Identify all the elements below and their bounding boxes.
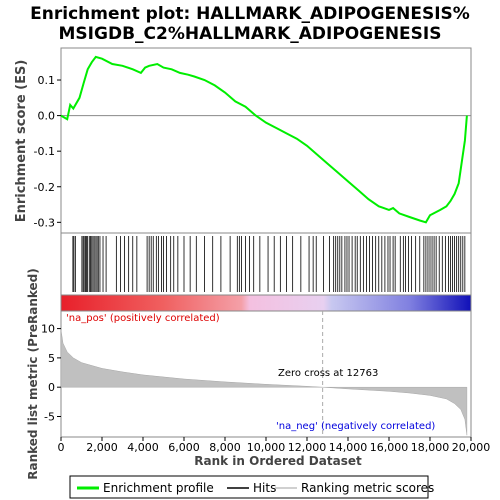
legend-enrichment-label: Enrichment profile xyxy=(103,481,214,495)
rank-x-axis-label: Rank in Ordered Dataset xyxy=(194,454,362,468)
chart-title-line2: MSIGDB_C2%HALLMARK_ADIPOGENESIS xyxy=(59,24,442,44)
rank-x-tick-label: 2,000 xyxy=(86,441,118,454)
pos-correlated-label: 'na_pos' (positively correlated) xyxy=(66,313,220,324)
es-y-tick-label: 0.0 xyxy=(38,110,56,123)
es-y-tick-label: 0.1 xyxy=(38,74,56,87)
rank-x-tick-label: 8,000 xyxy=(209,441,241,454)
es-y-axis-label: Enrichment score (ES) xyxy=(14,60,29,223)
rank-x-ticks: 0 2,000 4,000 6,000 8,000 10,000 12,000 14,000 1… xyxy=(58,437,491,454)
hit-lines xyxy=(72,236,466,292)
legend-box xyxy=(69,475,429,499)
rank-y-axis-label: Ranked list metric (PreRanked) xyxy=(26,268,40,480)
rank-y-ticks: -5 0 5 10 xyxy=(41,323,61,423)
enrichment-profile-line xyxy=(60,55,468,224)
es-y-tick-label: -0.1 xyxy=(34,145,55,158)
es-y-ticks: -0.3 -0.2 -0.1 0.0 0.1 xyxy=(34,74,61,229)
legend-ranking-label: Ranking metric scores xyxy=(301,481,434,495)
hits-panel-frame xyxy=(60,232,472,296)
es-panel-frame xyxy=(60,47,472,234)
es-panel: -0.3 -0.2 -0.1 0.0 0.1 Enrichment score (ES) xyxy=(14,47,472,234)
rank-x-tick-label: 20,000 xyxy=(452,441,491,454)
chart-title-line1: Enrichment plot: HALLMARK_ADIPOGENESIS% xyxy=(30,4,470,24)
rank-x-tick-label: 6,000 xyxy=(168,441,200,454)
rank-y-tick-label: 10 xyxy=(41,323,55,336)
rank-y-tick-label: 5 xyxy=(48,352,55,365)
rank-x-tick-label: 14,000 xyxy=(329,441,368,454)
rank-x-tick-label: 16,000 xyxy=(370,441,409,454)
rank-x-tick-label: 4,000 xyxy=(127,441,159,454)
legend-hits-label: Hits xyxy=(253,481,276,495)
hits-panel xyxy=(60,232,472,296)
rank-metric-panel: -5 0 5 10 0 2,000 4,000 6,000 8,000 10,000 12,000… xyxy=(26,268,490,480)
zero-cross-annotation: Zero cross at 12763 xyxy=(278,368,378,379)
rank-x-tick-label: 10,000 xyxy=(247,441,286,454)
rank-y-tick-label: 0 xyxy=(48,381,55,394)
legend: Enrichment profile Hits Ranking metric s… xyxy=(69,475,434,499)
es-y-tick-label: -0.2 xyxy=(34,181,55,194)
rank-color-bar xyxy=(60,294,472,312)
es-y-tick-label: -0.3 xyxy=(34,216,55,229)
rank-x-tick-label: 0 xyxy=(58,441,65,454)
rank-y-tick-label: -5 xyxy=(44,410,55,423)
rank-x-tick-label: 12,000 xyxy=(288,441,327,454)
ranking-metric-area xyxy=(60,329,468,436)
neg-correlated-label: 'na_neg' (negatively correlated) xyxy=(276,421,435,432)
rank-x-tick-label: 18,000 xyxy=(411,441,450,454)
